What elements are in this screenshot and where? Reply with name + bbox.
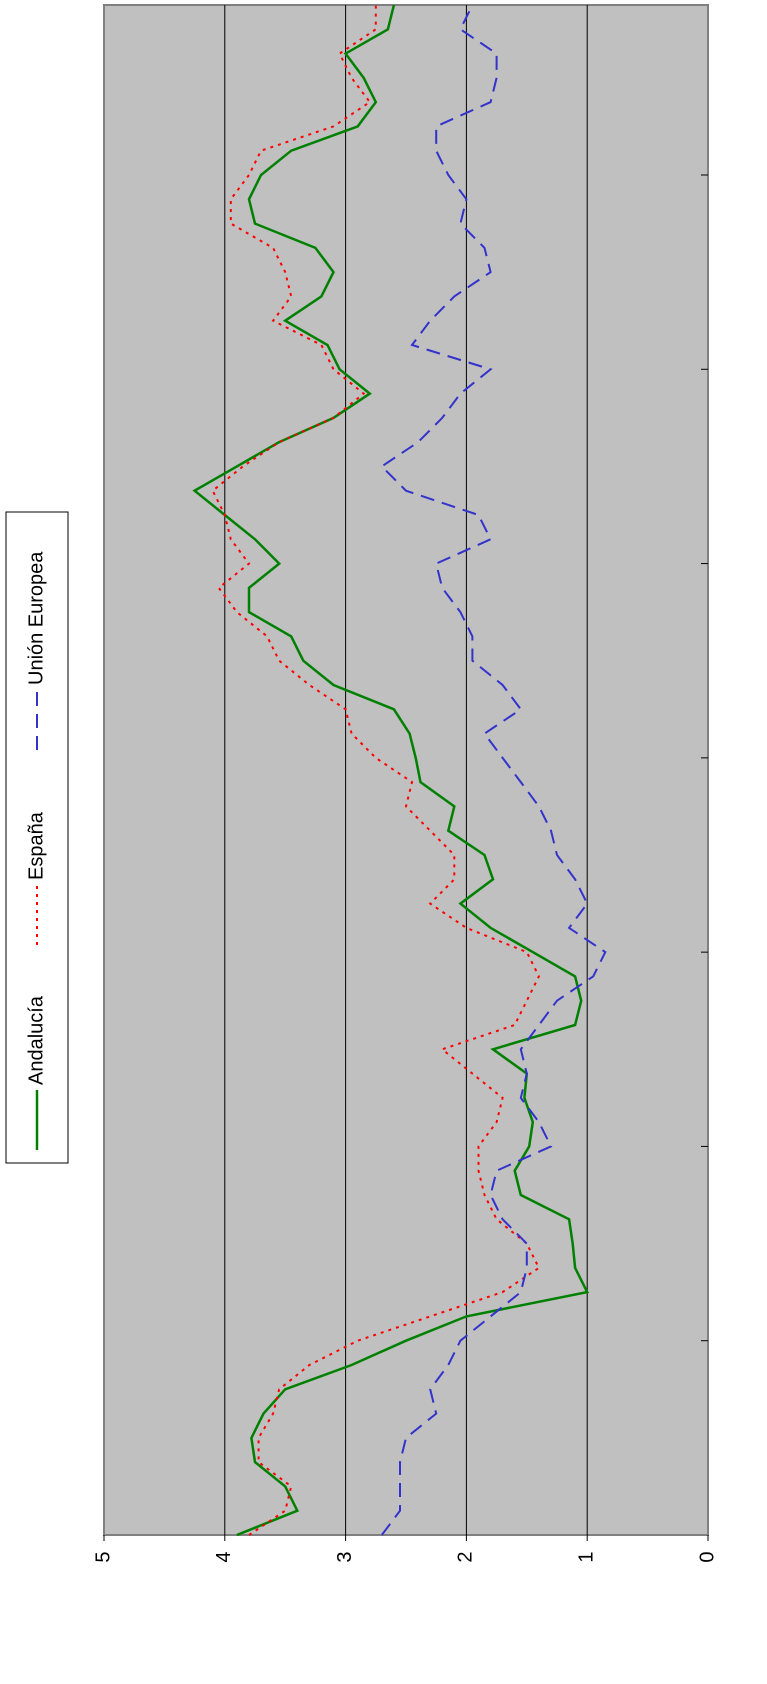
- legend-label: Unión Europea: [25, 551, 47, 685]
- legend-box: [5, 511, 69, 1164]
- y-tick-label: 1: [575, 1551, 597, 1562]
- legend-label: Andalucía: [25, 995, 47, 1085]
- legend-label: España: [25, 811, 47, 880]
- plot-area: [103, 4, 709, 1536]
- y-tick-label: 4: [213, 1551, 235, 1562]
- y-tick-label: 0: [696, 1551, 718, 1562]
- y-tick-label: 2: [455, 1551, 477, 1562]
- y-tick-label: 5: [92, 1551, 114, 1562]
- y-tick-label: 3: [334, 1551, 356, 1562]
- series-line: [380, 4, 607, 1536]
- series-line: [192, 4, 590, 1537]
